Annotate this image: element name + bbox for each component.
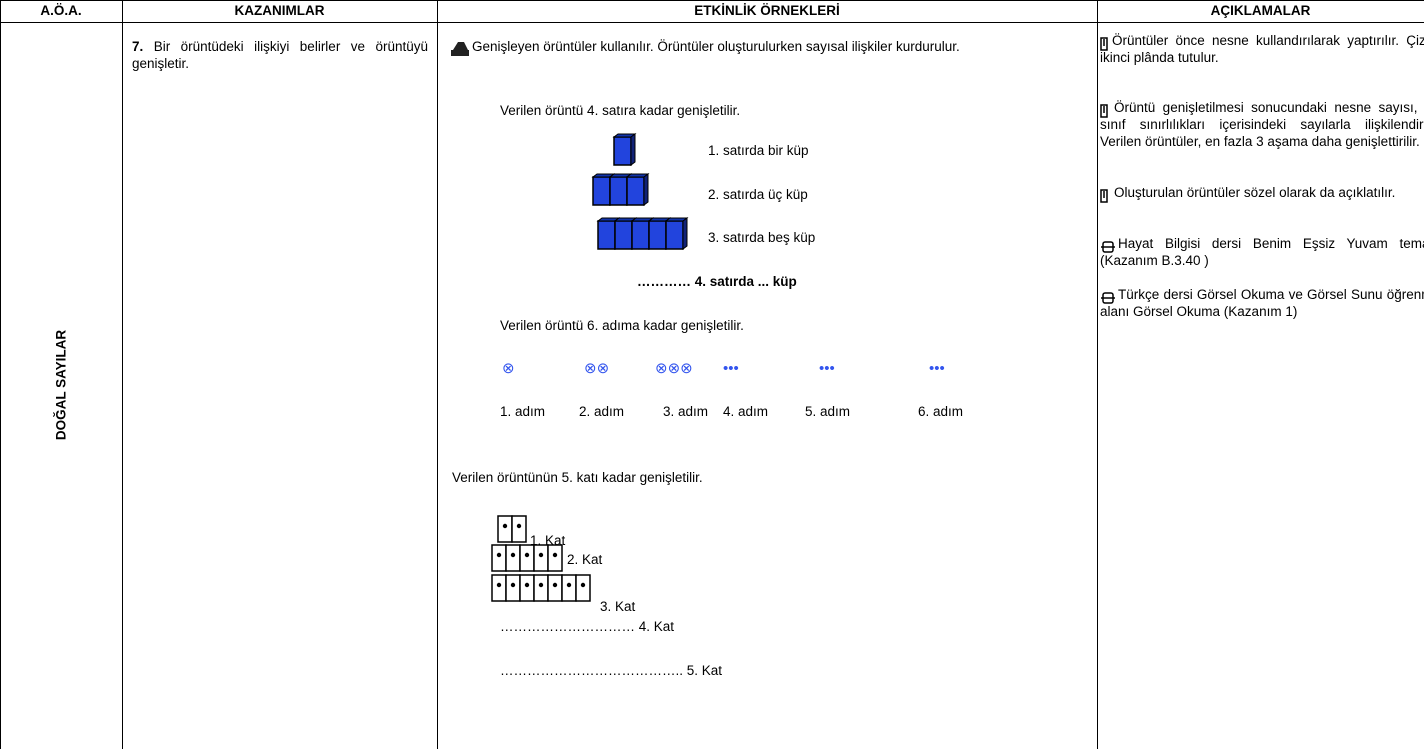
step-label: 1. adım — [500, 404, 546, 419]
row-label: 3. satırda beş küp — [708, 230, 816, 245]
floor-label: 2. Kat — [567, 552, 603, 567]
cube — [613, 136, 632, 166]
step-symbol: ••• — [723, 360, 739, 377]
step-label: 3. adım — [663, 404, 709, 419]
dot — [566, 582, 572, 588]
dot — [496, 552, 502, 558]
prompt: Verilen örüntü 6. adıma kadar genişletil… — [500, 318, 744, 333]
cube — [631, 220, 650, 250]
step-symbol: ⊗⊗ — [584, 360, 610, 377]
cube-side — [643, 173, 649, 206]
dot — [510, 582, 516, 588]
dot — [524, 552, 530, 558]
cell — [547, 574, 563, 602]
step-label: 5. adım — [805, 404, 851, 419]
step-label: 4. adım — [723, 404, 769, 419]
dot — [552, 582, 558, 588]
cube-side — [630, 133, 636, 166]
kazanim-number: 7. — [132, 39, 144, 54]
dot — [538, 582, 544, 588]
border — [1097, 0, 1098, 749]
border — [0, 0, 1, 749]
cell — [547, 544, 563, 572]
cell — [575, 574, 591, 602]
dot — [552, 552, 558, 558]
cell — [505, 574, 521, 602]
border — [437, 0, 438, 749]
cube — [626, 176, 645, 206]
note: Oluşturulan örüntüler sözel olarak da aç… — [1114, 185, 1396, 200]
cube — [648, 220, 667, 250]
note: Örüntü genişletilmesi sonucundaki nesne … — [1100, 100, 1424, 149]
note: Hayat Bilgisi dersi Benim Eşsiz Yuvam te… — [1100, 236, 1424, 268]
prompt: Verilen örüntü 4. satıra kadar genişleti… — [500, 103, 741, 118]
step-symbol: ⊗ — [502, 360, 515, 377]
row-label: ………… 4. satırda ... küp — [637, 274, 797, 289]
cube — [665, 220, 684, 250]
cube — [597, 220, 616, 250]
aciklamalar: Örüntüler önce nesne kullandırılarak yap… — [1098, 32, 1424, 749]
step-symbol: ••• — [929, 360, 945, 377]
dot — [510, 552, 516, 558]
column-header: ETKİNLİK ÖRNEKLERİ — [694, 3, 840, 18]
floor-label: 1. Kat — [530, 533, 566, 548]
dot — [496, 582, 502, 588]
cell — [511, 515, 527, 543]
step-symbol: ⊗⊗⊗ — [655, 360, 693, 377]
cell — [533, 574, 549, 602]
floor-label: ………………………… 4. Kat — [500, 619, 675, 634]
border — [0, 22, 1424, 23]
floor-label: 3. Kat — [600, 599, 636, 614]
note: Örüntüler önce nesne kullandırılarak yap… — [1100, 33, 1424, 65]
dot — [524, 582, 530, 588]
cell — [519, 574, 535, 602]
step-label: 2. adım — [579, 404, 625, 419]
border — [122, 0, 123, 749]
cell — [491, 574, 507, 602]
column-header: A.Ö.A. — [40, 3, 82, 18]
cell — [491, 544, 507, 572]
cube — [614, 220, 633, 250]
dot — [538, 552, 544, 558]
cube — [609, 176, 628, 206]
floor-label: ………………………………….. 5. Kat — [500, 663, 723, 678]
dot — [580, 582, 586, 588]
icon — [451, 42, 469, 56]
row-label: 1. satırda bir küp — [708, 143, 809, 158]
step-label: 6. adım — [918, 404, 964, 419]
column-header: KAZANIMLAR — [234, 3, 325, 18]
prompt: Verilen örüntünün 5. katı kadar genişlet… — [452, 470, 703, 485]
cell — [561, 574, 577, 602]
kazanim: 7. Bir örüntüdeki ilişkiyi belirler ve ö… — [132, 38, 428, 72]
cube-side — [682, 217, 688, 250]
step-symbol: ••• — [819, 360, 835, 377]
border — [0, 0, 1424, 1]
kazanim-text: Bir örüntüdeki ilişkiyi belirler ve örün… — [132, 39, 428, 71]
intro: Genişleyen örüntüler kullanılır. Örüntül… — [472, 39, 960, 54]
note: Türkçe dersi Görsel Okuma ve Görsel Sunu… — [1100, 287, 1424, 319]
cell — [497, 515, 513, 543]
dot — [502, 523, 508, 529]
column-header: AÇIKLAMALAR — [1210, 3, 1311, 18]
dot — [516, 523, 522, 529]
row-label: 2. satırda üç küp — [708, 187, 808, 202]
cube — [592, 176, 611, 206]
cell — [505, 544, 521, 572]
